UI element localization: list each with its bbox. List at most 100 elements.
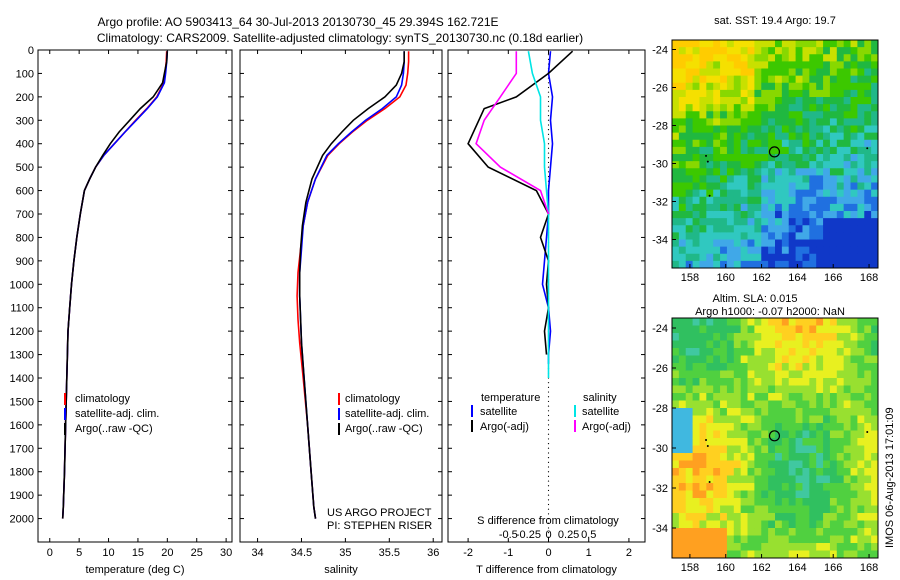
sla-cell [781, 490, 790, 499]
sla-cell [795, 318, 803, 326]
lon-tick-label: 158 [681, 272, 699, 284]
sst-cell [857, 218, 865, 226]
sst-cell [672, 154, 680, 162]
sst-cell [678, 132, 687, 141]
sst-cell [836, 104, 845, 112]
sst-cell [692, 89, 700, 98]
sla-cell [706, 385, 714, 394]
sla-cell [775, 550, 783, 559]
sla-cell [850, 453, 858, 461]
sla-cell [747, 333, 755, 341]
sst-cell [747, 54, 755, 62]
sla-cell [864, 385, 872, 394]
sla-cell [733, 438, 742, 446]
sst-cell [692, 82, 700, 91]
sla-cell [843, 505, 852, 514]
sla-cell [733, 348, 742, 356]
sla-cell [706, 415, 714, 424]
sst-cell [802, 111, 810, 119]
sst-cell [678, 40, 687, 48]
sst-cell [699, 232, 707, 241]
sla-cell [747, 543, 755, 551]
sst-cell [843, 253, 852, 262]
sst-cell [713, 75, 721, 84]
legend-salinity-title: salinity [583, 392, 617, 404]
sst-cell [809, 68, 817, 77]
sla-map-subtitle: Argo h1000: -0.07 h2000: NaN [695, 306, 845, 318]
lat-tick-label: -24 [652, 323, 668, 335]
sst-cell [857, 246, 865, 255]
sst-cell [857, 239, 865, 248]
sst-cell [720, 132, 728, 141]
sla-cell [823, 340, 831, 349]
sst-cell [733, 189, 742, 198]
sst-cell [720, 168, 728, 176]
sla-cell [761, 535, 769, 544]
sla-cell [788, 535, 797, 544]
sst-cell [850, 239, 858, 248]
sla-cell [871, 318, 879, 326]
sst-cell [864, 196, 872, 205]
sla-cell [720, 423, 728, 431]
sla-cell [816, 430, 824, 439]
sst-cell [864, 118, 872, 127]
sst-cell [795, 203, 803, 212]
sst-cell [768, 175, 776, 184]
lon-tick-label: 164 [788, 562, 806, 574]
sst-cell [678, 239, 687, 248]
sla-cell [720, 505, 728, 514]
sst-cell [823, 246, 831, 255]
sst-cell [733, 47, 742, 55]
sla-cell [775, 468, 783, 476]
lat-tick-label: -24 [652, 45, 668, 57]
sst-cell [843, 203, 852, 212]
sla-cell [747, 498, 755, 506]
sst-cell [685, 168, 694, 176]
sst-cell [713, 47, 721, 55]
sla-cell [685, 520, 694, 529]
sla-cell [802, 490, 810, 499]
sst-cell [809, 132, 817, 141]
sst-cell [781, 47, 790, 55]
sla-cell [781, 535, 790, 544]
sla-cell [678, 535, 687, 544]
legend-satellite-label: satellite-adj. clim. [345, 408, 429, 420]
sst-cell [864, 203, 872, 212]
sst-cell [802, 118, 810, 127]
sst-cell [678, 54, 687, 62]
sst-cell [843, 125, 852, 134]
figure-title: Argo profile: AO 5903413_64 30-Jul-2013 … [97, 15, 583, 45]
sla-cell [775, 325, 783, 334]
zero-line-dot [547, 152, 550, 154]
x-axis-label: temperature (deg C) [85, 564, 184, 576]
sla-cell [836, 340, 845, 349]
sla-cell [761, 513, 769, 521]
sst-cell [795, 182, 803, 191]
legend-t-argo-label: Argo(-adj) [480, 421, 529, 433]
sla-cell [672, 393, 680, 401]
sst-cell [768, 139, 776, 148]
sla-cell [816, 460, 824, 469]
sst-cell [816, 182, 824, 191]
sla-cell [871, 415, 879, 424]
sla-cell [754, 423, 762, 431]
sla-cell [733, 460, 742, 469]
sla-cell [829, 400, 838, 409]
sst-cell [871, 61, 879, 70]
sst-cell [678, 61, 687, 70]
y-tick-label: 1100 [10, 303, 34, 315]
sst-cell [672, 203, 680, 212]
sst-cell [747, 161, 755, 169]
sst-cell [809, 75, 817, 84]
sla-cell [809, 550, 817, 559]
sst-cell [850, 82, 858, 91]
sla-cell [864, 430, 872, 439]
sst-cell [850, 97, 858, 105]
y-tick-label: 700 [16, 209, 34, 221]
sla-cell [816, 400, 824, 409]
zero-line-dot [547, 461, 550, 463]
sla-cell [850, 415, 858, 424]
sla-cell [672, 505, 680, 514]
sst-cell [761, 132, 769, 141]
sla-cell [685, 340, 694, 349]
